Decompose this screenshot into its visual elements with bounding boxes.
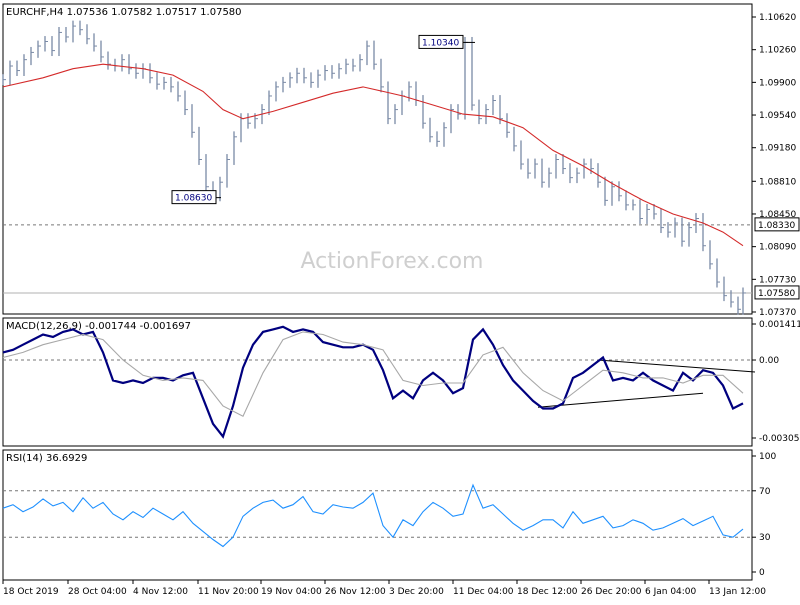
price-label-box — [171, 190, 217, 205]
rsi-panel — [2, 449, 753, 581]
price-title: EURCHF,H4 1.07536 1.07582 1.07517 1.0758… — [6, 7, 242, 18]
price-ytick-label: 1.10620 — [759, 13, 796, 23]
price-series-line-1 — [2, 63, 744, 247]
rsi-layer: 100 70 30 0 — [2, 452, 776, 578]
price-label-text: 1.10340 — [422, 38, 459, 48]
macd-ytick-label: 0.001411 — [759, 320, 800, 330]
price-ytick-label: 1.08450 — [759, 210, 796, 220]
x-tick-label: 13 Jan 12:00 — [709, 587, 766, 597]
price-label-box — [754, 217, 800, 232]
price-layer: 1.10620 1.10260 1.09900 1.09540 1.09180 1.088… — [2, 13, 800, 318]
rsi-series-line-0 — [2, 483, 744, 548]
rsi-title: RSI(14) 36.6929 — [6, 453, 87, 464]
macd-trendline-1 — [597, 359, 756, 373]
price-label-text: 1.07580 — [758, 289, 795, 299]
price-ytick-label: 1.09900 — [759, 78, 796, 88]
rsi-ytick-label: 100 — [759, 452, 776, 462]
price-ytick-label: 1.08090 — [759, 243, 796, 253]
price-series-0 — [2, 20, 746, 315]
x-tick-label: 3 Dec 20:00 — [389, 587, 444, 597]
x-tick-label: 4 Nov 12:00 — [133, 587, 188, 597]
price-label-0: 1.10340 — [418, 34, 475, 49]
rsi-ytick-label: 70 — [759, 487, 771, 497]
x-tick-label: 11 Dec 04:00 — [453, 587, 514, 597]
macd-panel — [2, 317, 753, 447]
x-tick-label: 18 Dec 12:00 — [517, 587, 578, 597]
watermark: ActionForex.com — [301, 249, 484, 274]
x-tick-label: 26 Nov 12:00 — [325, 587, 386, 597]
x-tick-label: 26 Dec 20:00 — [581, 587, 642, 597]
price-ytick-label: 1.09180 — [759, 144, 796, 154]
macd-layer: 0.001411 0.00 -0.003055 — [2, 320, 800, 444]
price-ytick-label: 1.07370 — [759, 308, 796, 318]
price-ytick-label: 1.10260 — [759, 46, 796, 56]
rsi-ytick-label: 30 — [759, 533, 771, 543]
price-series-1 — [2, 63, 744, 247]
x-tick-label: 18 Oct 2019 — [3, 587, 59, 597]
price-ytick-label: 1.07730 — [759, 275, 796, 285]
macd-title: MACD(12,26,9) -0.001744 -0.001697 — [6, 321, 191, 332]
macd-ytick-label: 0.00 — [759, 356, 779, 366]
price-label-2: 1.08330 — [754, 217, 800, 232]
x-tick-label: 11 Nov 20:00 — [198, 587, 259, 597]
rsi-ytick-label: 0 — [759, 568, 765, 578]
macd-series-0 — [2, 325, 744, 439]
price-label-text: 1.08330 — [758, 221, 795, 231]
price-label-1: 1.08630 — [171, 190, 221, 205]
price-ytick-label: 1.08810 — [759, 177, 796, 187]
price-ytick-label: 1.09540 — [759, 111, 796, 121]
price-label-box — [418, 34, 464, 49]
price-label-text: 1.08630 — [175, 194, 212, 204]
price-label-3: 1.07580 — [754, 285, 800, 300]
x-tick-label: 19 Nov 04:00 — [261, 587, 322, 597]
x-axis: 18 Oct 2019 28 Oct 04:00 4 Nov 12:00 11 Nov… — [2, 580, 766, 597]
macd-trendline-0 — [537, 392, 704, 408]
price-label-box — [754, 285, 800, 300]
x-tick-label: 6 Jan 04:00 — [645, 587, 697, 597]
macd-series-line-1 — [2, 331, 744, 417]
macd-ytick-label: -0.003055 — [759, 434, 800, 444]
x-tick-label: 28 Oct 04:00 — [68, 587, 127, 597]
macd-series-line-0 — [2, 325, 744, 439]
price-panel — [2, 3, 753, 315]
rsi-series-0 — [2, 483, 744, 548]
macd-series-1 — [2, 331, 744, 417]
